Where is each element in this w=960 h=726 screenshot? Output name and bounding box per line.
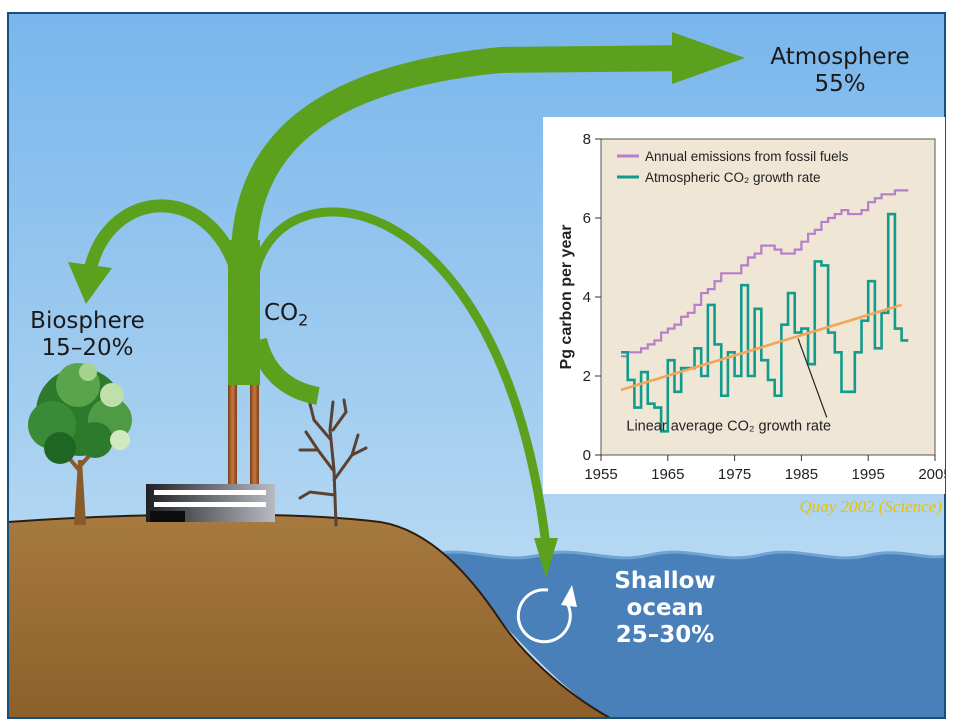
ocean-share: 25–30% xyxy=(615,622,715,648)
ocean-circulation-icon xyxy=(516,585,577,644)
legend-label: Atmospheric CO₂ growth rate xyxy=(645,170,821,185)
x-tick-label: 1995 xyxy=(852,466,885,483)
dead-tree-icon xyxy=(298,398,368,527)
y-axis-label: Pg carbon per year xyxy=(558,225,575,370)
frame xyxy=(7,12,946,719)
legend-label: Annual emissions from fossil fuels xyxy=(645,149,849,164)
co2-flow-arrows xyxy=(68,32,745,578)
y-tick-label: 4 xyxy=(583,289,591,306)
citation: Quay 2002 (Science) xyxy=(799,497,942,516)
ocean-name: Shallow ocean xyxy=(614,568,716,621)
y-tick-label: 8 xyxy=(583,131,591,148)
y-tick-label: 2 xyxy=(583,368,591,385)
atmosphere-name: Atmosphere xyxy=(770,44,910,70)
annotation-pointer xyxy=(797,338,828,418)
biosphere-share: 15–20% xyxy=(41,335,134,361)
annotation-label: Linear average CO₂ growth rate xyxy=(626,419,831,435)
ocean-surface xyxy=(429,550,946,560)
emissions-series xyxy=(621,189,909,358)
atmosphere-share: 55% xyxy=(814,71,866,97)
ocean-label: Shallow ocean 25–30% xyxy=(575,568,755,649)
x-tick-label: 2005 xyxy=(918,466,945,483)
x-tick-label: 1965 xyxy=(651,466,684,483)
ocean xyxy=(430,552,945,718)
co2-label: CO2 xyxy=(264,300,309,330)
x-tick-label: 1955 xyxy=(584,466,617,483)
x-tick-label: 1975 xyxy=(718,466,751,483)
chart-panel: 1955 1965 1975 1985 1995 2005 0 2 4 6 8 Pg carbon p… xyxy=(543,117,952,494)
atmosphere-label: Atmosphere 55% xyxy=(745,44,935,98)
biosphere-name: Biosphere xyxy=(30,308,145,334)
tree-icon xyxy=(28,363,132,525)
trend-line xyxy=(620,303,902,392)
growth-rate-series xyxy=(621,212,909,433)
plot-area xyxy=(600,138,936,456)
y-tick-label: 0 xyxy=(583,447,591,464)
emissions-chart: 1955 1965 1975 1985 1995 2005 0 2 4 6 8 Pg carbon p… xyxy=(558,131,952,483)
factory-icon xyxy=(146,385,275,522)
x-tick-label: 1985 xyxy=(785,466,818,483)
y-tick-label: 6 xyxy=(583,210,591,227)
co2-source-label: CO2 xyxy=(264,300,308,334)
biosphere-label: Biosphere 15–20% xyxy=(20,308,155,362)
